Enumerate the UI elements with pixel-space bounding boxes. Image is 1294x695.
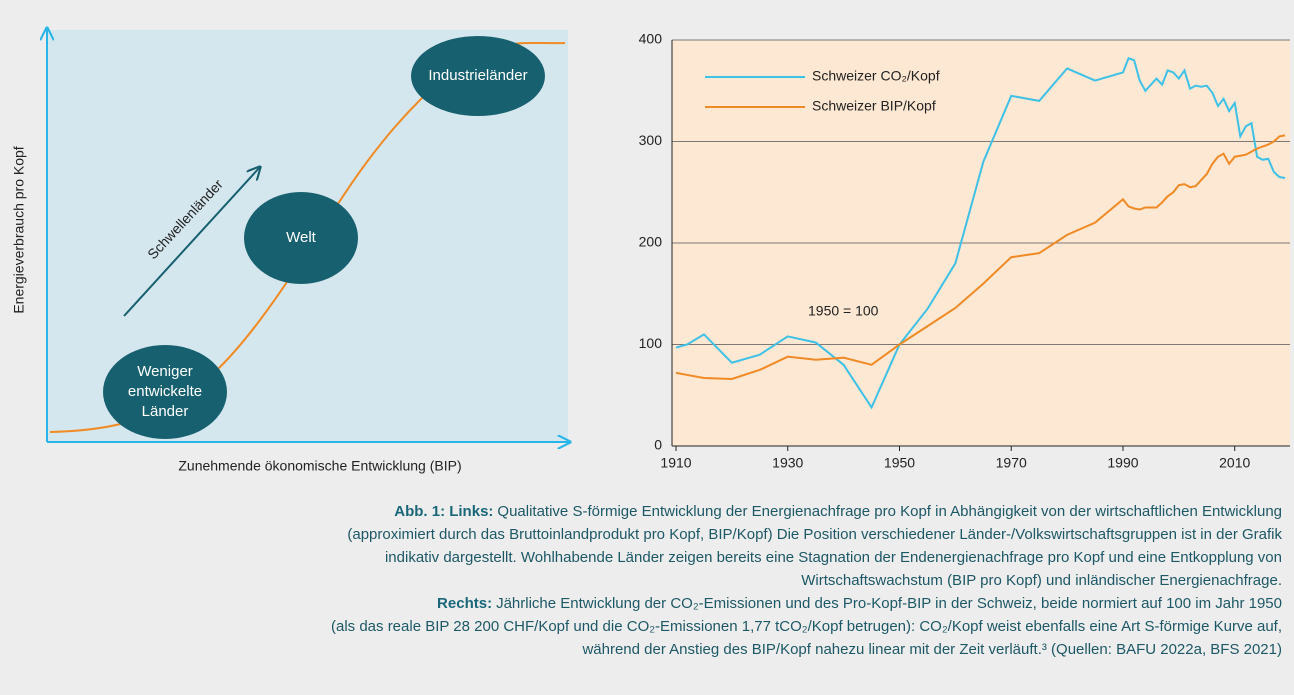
- caption-label: Rechts:: [437, 595, 493, 612]
- caption-line: indikativ dargestellt. Wohlhabende Lände…: [331, 546, 1282, 569]
- y-tick-label: 100: [639, 335, 663, 351]
- series-line: [675, 134, 1286, 381]
- legend-label: Schweizer BIP/Kopf: [812, 98, 936, 114]
- x-axis-label: Zunehmende ökonomische Entwicklung (BIP): [178, 458, 461, 474]
- node: [244, 192, 358, 284]
- caption-line: Rechts: Jährliche Entwicklung der CO₂-Emi…: [331, 592, 1282, 615]
- y-axis-label: Energieverbrauch pro Kopf: [11, 146, 27, 313]
- caption: Abb. 1: Links: Qualitative S-förmige Entw…: [331, 500, 1282, 661]
- caption-line: Abb. 1: Links: Qualitative S-förmige Entw…: [331, 500, 1282, 523]
- node-label: Welt: [286, 229, 317, 246]
- left-diagram: Schwellenländer Energieverbrauch pro Kop…: [11, 28, 570, 474]
- x-tick-label: 1950: [884, 455, 915, 471]
- caption-text: Jährliche Entwicklung der CO₂-Emissionen…: [496, 595, 1282, 612]
- x-tick-label: 1930: [772, 455, 803, 471]
- node-label: Industrieländer: [428, 67, 527, 84]
- annotation: 1950 = 100: [808, 303, 879, 319]
- caption-text: (als das reale BIP 28 200 CHF/Kopf und d…: [331, 618, 1282, 635]
- caption-text: während der Anstieg des BIP/Kopf nahezu …: [582, 641, 1282, 658]
- legend-label: Schweizer CO₂/Kopf: [812, 68, 940, 84]
- caption-line: während der Anstieg des BIP/Kopf nahezu …: [331, 638, 1282, 661]
- caption-line: Wirtschaftswachstum (BIP pro Kopf) und i…: [331, 569, 1282, 592]
- y-tick-label: 300: [639, 132, 663, 148]
- y-tick-label: 400: [639, 31, 663, 47]
- caption-text: Qualitative S-förmige Entwicklung der En…: [497, 503, 1282, 520]
- y-tick-label: 0: [654, 437, 662, 453]
- caption-text: Wirtschaftswachstum (BIP pro Kopf) und i…: [801, 572, 1282, 589]
- x-tick-label: 1970: [996, 455, 1027, 471]
- caption-text: (approximiert durch das Bruttoinlandprod…: [347, 526, 1282, 543]
- x-tick-label: 2010: [1219, 455, 1250, 471]
- x-tick-label: 1990: [1107, 455, 1138, 471]
- caption-line: (als das reale BIP 28 200 CHF/Kopf und d…: [331, 615, 1282, 638]
- node: [411, 36, 545, 116]
- node-label: entwickelte: [128, 383, 202, 400]
- figure: Schwellenländer Energieverbrauch pro Kop…: [11, 0, 1290, 474]
- node-label: Länder: [142, 403, 189, 420]
- caption-line: (approximiert durch das Bruttoinlandprod…: [331, 523, 1282, 546]
- node: [103, 345, 227, 439]
- x-tick-label: 1910: [660, 455, 691, 471]
- arrow: [123, 167, 260, 317]
- series-line: [675, 56, 1286, 410]
- caption-text: indikativ dargestellt. Wohlhabende Lände…: [384, 549, 1282, 566]
- node-label: Weniger: [137, 363, 193, 380]
- y-tick-label: 200: [639, 234, 663, 250]
- caption-label: Abb. 1: Links:: [394, 503, 494, 520]
